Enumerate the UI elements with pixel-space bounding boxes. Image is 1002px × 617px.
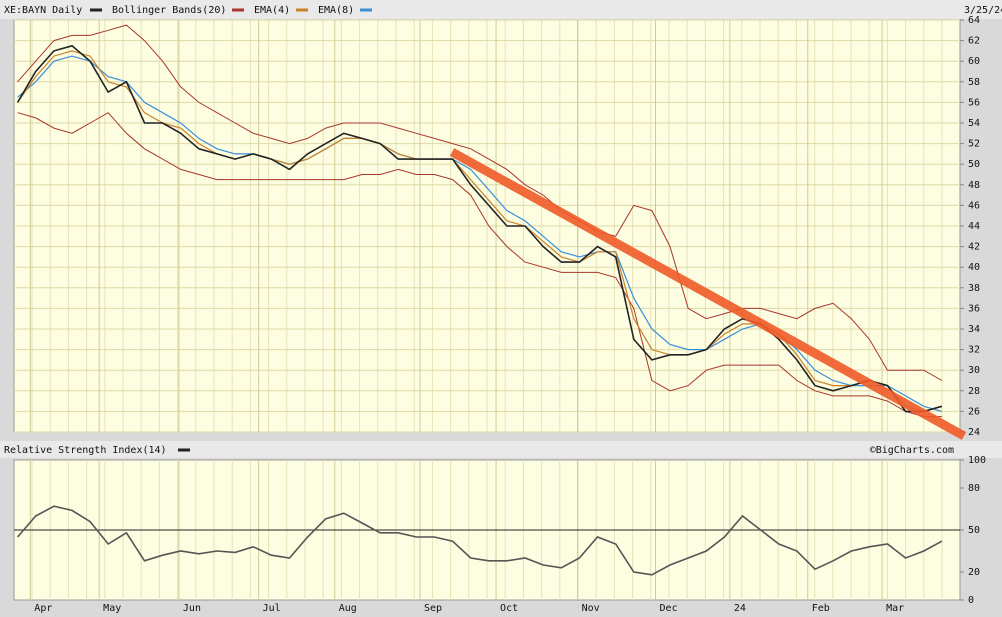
y-tick-label: 48 [968, 180, 980, 191]
y-tick-label: 80 [968, 483, 980, 494]
x-tick-label: Sep [424, 603, 442, 614]
y-tick-label: 56 [968, 97, 980, 108]
marks: 24 26 28 30 32 34 36 38 40 42 44 46 48 50 52 54 56 58 60 62… [14, 15, 986, 614]
y-tick-label: 58 [968, 77, 980, 88]
x-tick-label: Apr [34, 603, 52, 614]
band-lower [17, 112, 942, 418]
x-tick-label: Jun [183, 603, 201, 614]
rsi-header-bar [0, 441, 1002, 458]
series-line [17, 50, 943, 413]
header-bar [0, 0, 1002, 19]
y-tick-label: 62 [968, 36, 980, 47]
symbol: XE:BAYN Daily [4, 5, 82, 16]
y-tick-label: 60 [968, 56, 980, 67]
y-tick-label: 46 [968, 200, 980, 211]
y-tick-label: 0 [968, 595, 974, 606]
rsi-title: Relative Strength Index(14) [4, 445, 167, 456]
x-tick-label: Aug [339, 603, 357, 614]
y-tick-label: 20 [968, 567, 980, 578]
y-tick-label: 24 [968, 427, 980, 438]
x-tick-label: Oct [500, 603, 518, 614]
x-tick-label: Nov [582, 603, 600, 614]
legend-label: Bollinger Bands(20) [112, 5, 226, 16]
y-tick-label: 36 [968, 303, 980, 314]
y-tick-label: 44 [968, 221, 980, 232]
y-tick-label: 52 [968, 139, 980, 150]
series-line [16, 505, 943, 576]
y-tick-label: 54 [968, 118, 980, 129]
x-tick-label: Mar [886, 603, 904, 614]
x-tick-label: Jul [263, 603, 281, 614]
x-tick-label: 24 [734, 603, 746, 614]
series-line [16, 44, 943, 413]
y-tick-label: 30 [968, 365, 980, 376]
y-tick-label: 32 [968, 345, 980, 356]
y-tick-label: 42 [968, 242, 980, 253]
x-tick-label: Dec [660, 603, 678, 614]
source: ©BigCharts.com [870, 445, 954, 456]
y-tick-label: 50 [968, 525, 980, 536]
y-tick-label: 28 [968, 386, 980, 397]
x-tick-label: Feb [812, 603, 830, 614]
legend-label: EMA(8) [318, 5, 354, 16]
y-tick-label: 100 [968, 455, 986, 466]
y-tick-label: 34 [968, 324, 980, 335]
y-tick-label: 40 [968, 262, 980, 273]
date: 3/25/24 [964, 5, 1002, 16]
y-tick-label: 50 [968, 159, 980, 170]
x-tick-label: May [103, 603, 121, 614]
legend-label: EMA(4) [254, 5, 290, 16]
y-tick-label: 64 [968, 15, 980, 26]
trend-line [449, 148, 967, 440]
y-tick-label: 38 [968, 283, 980, 294]
band-upper [17, 24, 943, 381]
y-tick-label: 26 [968, 406, 980, 417]
